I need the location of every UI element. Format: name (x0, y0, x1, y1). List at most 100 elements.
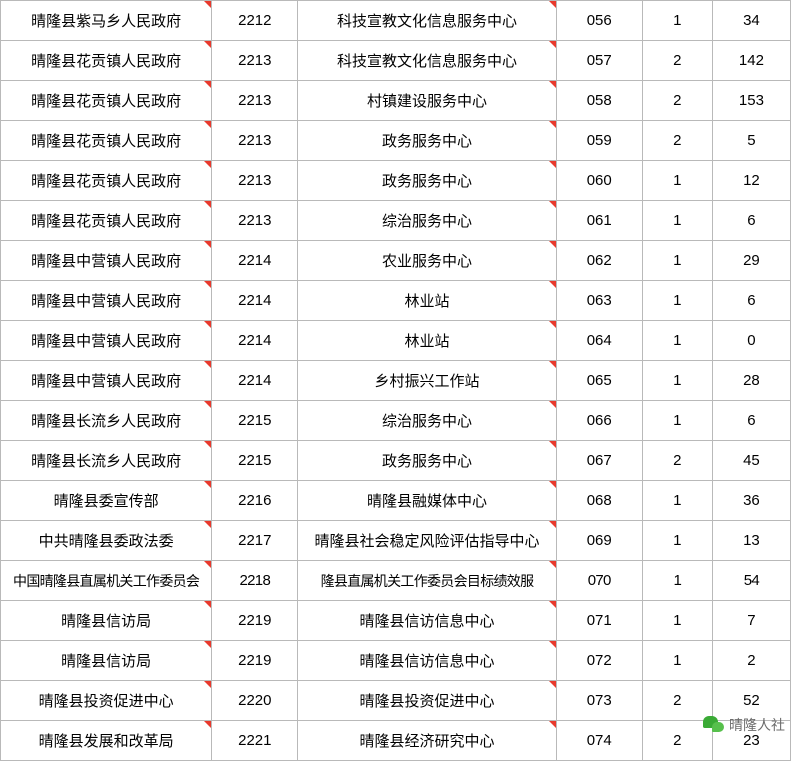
cell-num[interactable]: 36 (711, 480, 791, 521)
cell-qty[interactable]: 1 (641, 600, 713, 641)
cell-code[interactable]: 2213 (211, 80, 299, 121)
cell-no[interactable]: 062 (555, 240, 643, 281)
cell-no[interactable]: 070 (555, 560, 643, 601)
cell-code[interactable]: 2215 (211, 400, 299, 441)
cell-org[interactable]: 晴隆县中营镇人民政府 (0, 280, 213, 321)
cell-code[interactable]: 2213 (211, 40, 299, 81)
cell-unit[interactable]: 科技宣教文化信息服务中心 (297, 40, 557, 81)
cell-code[interactable]: 2217 (211, 520, 299, 561)
cell-unit[interactable]: 政务服务中心 (297, 160, 557, 201)
cell-org[interactable]: 中共晴隆县委政法委 (0, 520, 213, 561)
cell-num[interactable]: 142 (711, 40, 791, 81)
cell-num[interactable]: 12 (711, 160, 791, 201)
cell-code[interactable]: 2214 (211, 320, 299, 361)
cell-org[interactable]: 晴隆县花贡镇人民政府 (0, 160, 213, 201)
cell-num[interactable]: 153 (711, 80, 791, 121)
cell-qty[interactable]: 2 (641, 40, 713, 81)
cell-num[interactable]: 13 (711, 520, 791, 561)
cell-num[interactable]: 45 (711, 440, 791, 481)
cell-org[interactable]: 晴隆县花贡镇人民政府 (0, 200, 213, 241)
cell-num[interactable]: 6 (711, 200, 791, 241)
cell-qty[interactable]: 2 (641, 120, 713, 161)
cell-no[interactable]: 059 (555, 120, 643, 161)
cell-qty[interactable]: 1 (641, 480, 713, 521)
cell-code[interactable]: 2214 (211, 280, 299, 321)
cell-no[interactable]: 060 (555, 160, 643, 201)
cell-org[interactable]: 晴隆县花贡镇人民政府 (0, 40, 213, 81)
cell-code[interactable]: 2213 (211, 160, 299, 201)
cell-unit[interactable]: 隆县直属机关工作委员会目标绩效服 (297, 560, 557, 601)
cell-org[interactable]: 中国晴隆县直属机关工作委员会 (0, 560, 213, 601)
cell-org[interactable]: 晴隆县花贡镇人民政府 (0, 120, 213, 161)
cell-qty[interactable]: 1 (641, 560, 713, 601)
cell-num[interactable]: 29 (711, 240, 791, 281)
cell-qty[interactable]: 1 (641, 640, 713, 681)
cell-unit[interactable]: 综治服务中心 (297, 400, 557, 441)
cell-unit[interactable]: 晴隆县融媒体中心 (297, 480, 557, 521)
cell-num[interactable]: 52 (711, 680, 791, 721)
cell-no[interactable]: 064 (555, 320, 643, 361)
cell-qty[interactable]: 1 (641, 320, 713, 361)
cell-qty[interactable]: 2 (641, 80, 713, 121)
cell-qty[interactable]: 1 (641, 360, 713, 401)
cell-org[interactable]: 晴隆县中营镇人民政府 (0, 240, 213, 281)
cell-unit[interactable]: 综治服务中心 (297, 200, 557, 241)
cell-unit[interactable]: 政务服务中心 (297, 120, 557, 161)
cell-qty[interactable]: 1 (641, 520, 713, 561)
cell-org[interactable]: 晴隆县紫马乡人民政府 (0, 0, 213, 41)
cell-unit[interactable]: 晴隆县信访信息中心 (297, 640, 557, 681)
cell-num[interactable]: 0 (711, 320, 791, 361)
cell-unit[interactable]: 晴隆县社会稳定风险评估指导中心 (297, 520, 557, 561)
cell-num[interactable]: 6 (711, 400, 791, 441)
cell-unit[interactable]: 村镇建设服务中心 (297, 80, 557, 121)
cell-org[interactable]: 晴隆县中营镇人民政府 (0, 320, 213, 361)
cell-num[interactable]: 2 (711, 640, 791, 681)
cell-code[interactable]: 2213 (211, 120, 299, 161)
cell-qty[interactable]: 1 (641, 280, 713, 321)
cell-code[interactable]: 2214 (211, 360, 299, 401)
cell-unit[interactable]: 科技宣教文化信息服务中心 (297, 0, 557, 41)
cell-code[interactable]: 2216 (211, 480, 299, 521)
cell-unit[interactable]: 林业站 (297, 280, 557, 321)
cell-code[interactable]: 2220 (211, 680, 299, 721)
cell-qty[interactable]: 1 (641, 160, 713, 201)
cell-qty[interactable]: 2 (641, 680, 713, 721)
cell-no[interactable]: 068 (555, 480, 643, 521)
cell-qty[interactable]: 2 (641, 440, 713, 481)
cell-no[interactable]: 057 (555, 40, 643, 81)
cell-org[interactable]: 晴隆县长流乡人民政府 (0, 440, 213, 481)
cell-code[interactable]: 2212 (211, 0, 299, 41)
cell-no[interactable]: 065 (555, 360, 643, 401)
cell-code[interactable]: 2219 (211, 640, 299, 681)
cell-unit[interactable]: 晴隆县投资促进中心 (297, 680, 557, 721)
cell-no[interactable]: 069 (555, 520, 643, 561)
cell-no[interactable]: 061 (555, 200, 643, 241)
cell-qty[interactable]: 1 (641, 200, 713, 241)
cell-num[interactable]: 5 (711, 120, 791, 161)
cell-unit[interactable]: 农业服务中心 (297, 240, 557, 281)
cell-org[interactable]: 晴隆县投资促进中心 (0, 680, 213, 721)
cell-code[interactable]: 2219 (211, 600, 299, 641)
cell-qty[interactable]: 1 (641, 0, 713, 41)
cell-num[interactable]: 6 (711, 280, 791, 321)
cell-org[interactable]: 晴隆县委宣传部 (0, 480, 213, 521)
cell-org[interactable]: 晴隆县长流乡人民政府 (0, 400, 213, 441)
cell-code[interactable]: 2214 (211, 240, 299, 281)
cell-qty[interactable]: 1 (641, 240, 713, 281)
cell-org[interactable]: 晴隆县信访局 (0, 640, 213, 681)
cell-no[interactable]: 058 (555, 80, 643, 121)
cell-code[interactable]: 2213 (211, 200, 299, 241)
cell-org[interactable]: 晴隆县花贡镇人民政府 (0, 80, 213, 121)
cell-org[interactable]: 晴隆县中营镇人民政府 (0, 360, 213, 401)
cell-num[interactable]: 28 (711, 360, 791, 401)
cell-code[interactable]: 2218 (211, 560, 299, 601)
cell-unit[interactable]: 政务服务中心 (297, 440, 557, 481)
cell-qty[interactable]: 1 (641, 400, 713, 441)
cell-no[interactable]: 071 (555, 600, 643, 641)
cell-org[interactable]: 晴隆县信访局 (0, 600, 213, 641)
cell-unit[interactable]: 林业站 (297, 320, 557, 361)
cell-no[interactable]: 066 (555, 400, 643, 441)
cell-code[interactable]: 2215 (211, 440, 299, 481)
cell-num[interactable]: 54 (711, 560, 791, 601)
cell-unit[interactable]: 乡村振兴工作站 (297, 360, 557, 401)
